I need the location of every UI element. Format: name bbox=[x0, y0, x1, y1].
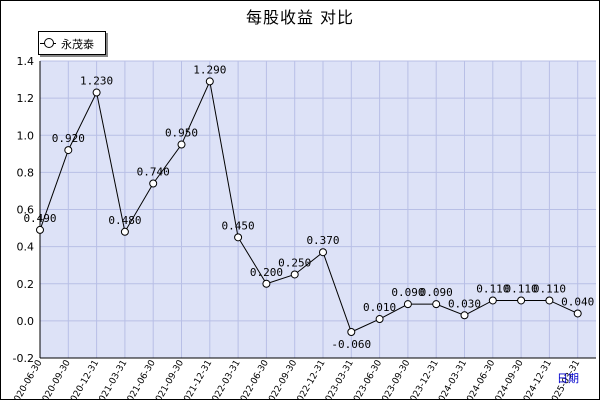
data-point bbox=[290, 270, 299, 279]
data-label: 0.370 bbox=[306, 234, 339, 247]
data-point bbox=[262, 279, 271, 288]
data-label: 0.110 bbox=[533, 282, 566, 295]
data-point bbox=[432, 300, 441, 309]
y-tick-label: 0.4 bbox=[17, 241, 35, 254]
data-label: 0.480 bbox=[108, 214, 141, 227]
data-point bbox=[205, 77, 214, 86]
data-label: 0.450 bbox=[222, 219, 255, 232]
data-point bbox=[36, 225, 44, 234]
series-line bbox=[39, 79, 578, 333]
data-label: 0.250 bbox=[278, 256, 311, 269]
legend-series-name: 永茂泰 bbox=[61, 38, 94, 51]
data-label: -0.060 bbox=[331, 338, 371, 351]
data-point bbox=[149, 179, 158, 188]
data-point bbox=[92, 88, 101, 97]
data-point bbox=[375, 315, 384, 324]
data-point bbox=[488, 296, 497, 305]
data-label: 0.740 bbox=[137, 166, 170, 179]
data-point bbox=[347, 328, 356, 337]
y-tick-label: 1.2 bbox=[17, 92, 35, 105]
data-label: 0.950 bbox=[165, 127, 198, 140]
data-label: 0.110 bbox=[505, 282, 538, 295]
data-label: 0.920 bbox=[52, 132, 85, 145]
data-point bbox=[319, 248, 327, 257]
y-tick-label: 1.0 bbox=[17, 129, 35, 142]
data-label: 1.230 bbox=[80, 75, 113, 88]
data-point bbox=[573, 309, 582, 318]
data-point bbox=[460, 311, 469, 320]
data-label: 0.010 bbox=[363, 301, 396, 314]
data-label: 0.490 bbox=[23, 212, 56, 225]
data-point bbox=[64, 146, 73, 155]
y-tick-label: 0.2 bbox=[17, 278, 35, 291]
y-tick-label: 0.8 bbox=[17, 166, 35, 179]
chart-title: 每股收益 对比 bbox=[245, 8, 355, 27]
x-axis-label: 日期 bbox=[557, 372, 579, 385]
data-point bbox=[120, 227, 129, 236]
data-point bbox=[517, 296, 526, 305]
data-label: 0.090 bbox=[391, 286, 424, 299]
y-tick-label: 0.6 bbox=[17, 204, 35, 217]
legend: 永茂泰 bbox=[38, 31, 106, 55]
data-label: 0.040 bbox=[561, 295, 594, 308]
y-tick-label: 1.4 bbox=[17, 55, 35, 68]
data-point bbox=[177, 140, 186, 149]
legend-marker-icon bbox=[44, 38, 54, 48]
data-point bbox=[545, 296, 554, 305]
data-label: 0.030 bbox=[448, 297, 481, 310]
data-point bbox=[234, 233, 243, 242]
y-tick-label: -0.2 bbox=[13, 352, 34, 365]
data-label: 0.090 bbox=[420, 286, 453, 299]
data-label: 0.110 bbox=[476, 282, 509, 295]
data-label: 1.290 bbox=[193, 63, 226, 76]
data-label: 0.200 bbox=[250, 266, 283, 279]
data-point bbox=[403, 300, 412, 309]
y-tick-label: 0.0 bbox=[17, 315, 35, 328]
